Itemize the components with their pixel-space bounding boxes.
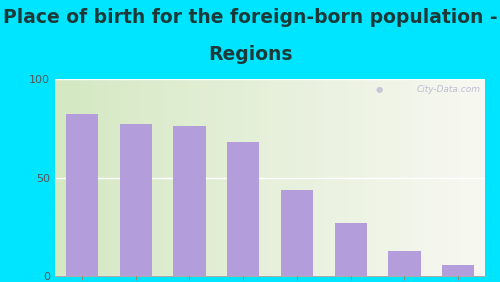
Text: City-Data.com: City-Data.com — [416, 85, 480, 94]
Bar — [442, 265, 474, 276]
Text: Regions: Regions — [208, 45, 292, 64]
Text: ●: ● — [376, 85, 382, 94]
Bar — [120, 124, 152, 276]
Bar — [281, 190, 313, 276]
Bar — [66, 114, 98, 276]
Text: Place of birth for the foreign-born population -: Place of birth for the foreign-born popu… — [2, 8, 498, 27]
Bar — [174, 126, 206, 276]
Bar — [227, 142, 259, 276]
Bar — [334, 223, 367, 276]
Bar — [388, 251, 420, 276]
